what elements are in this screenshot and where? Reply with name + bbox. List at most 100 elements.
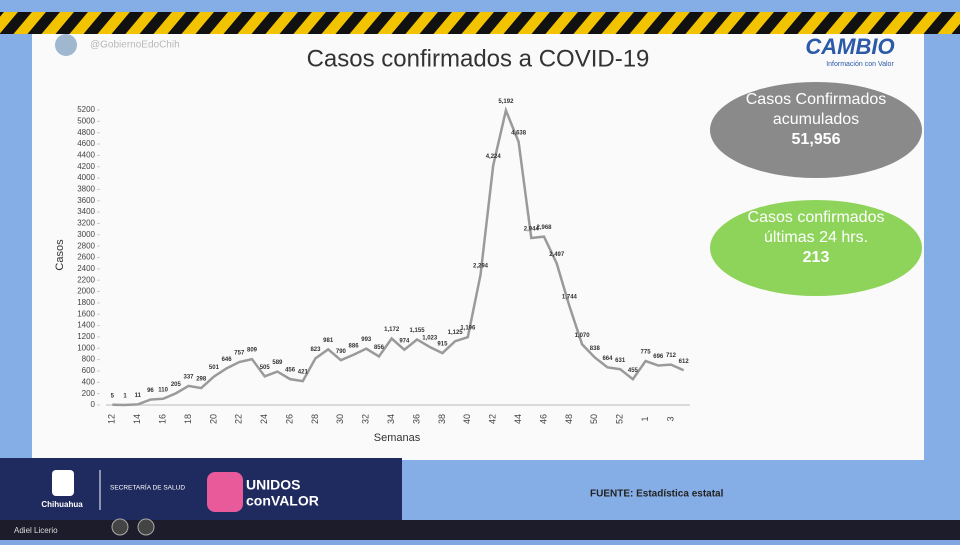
value-label: 337 [184, 374, 195, 380]
value-label: 856 [374, 345, 385, 351]
value-label: 915 [437, 342, 448, 348]
value-label: 4,224 [486, 154, 502, 160]
daily-box-text: Casos confirmados últimas 24 hrs. 213 [747, 209, 885, 266]
total-label: Casos Confirmados acumulados [745, 91, 887, 128]
x-tick-label: 36 [411, 414, 421, 424]
value-label: 1,155 [410, 328, 426, 334]
x-tick-label: 3 [665, 416, 675, 421]
value-label: 501 [209, 365, 220, 371]
y-tick-label: 600 [82, 366, 96, 375]
value-label: 2,944 [524, 227, 540, 233]
x-tick-label: 46 [538, 414, 548, 424]
y-tick-label: 1000 [77, 343, 95, 352]
y-tick-label: 1600 [77, 309, 95, 318]
y-tick-label: 1200 [77, 332, 95, 341]
value-label: 96 [147, 388, 154, 394]
participant: Adiel Licerio [14, 526, 58, 535]
y-tick-label: 2000 [77, 287, 95, 296]
value-label: 1,744 [562, 295, 578, 301]
value-label: 993 [361, 337, 372, 343]
value-label: 421 [298, 370, 309, 376]
daily-value: 213 [802, 249, 830, 266]
y-tick-label: 3800 [77, 185, 95, 194]
value-label: 205 [171, 382, 182, 388]
x-tick-label: 32 [361, 414, 371, 424]
x-tick-label: 26 [284, 414, 294, 424]
x-axis-label: Semanas [374, 432, 421, 444]
value-label: 646 [222, 357, 233, 363]
handle: @GobiernoEdoChih [90, 40, 180, 51]
value-label: 838 [590, 346, 601, 352]
value-label: 1,070 [575, 333, 591, 339]
value-label: 790 [336, 349, 347, 355]
value-label: 696 [653, 354, 664, 360]
value-label: 1,023 [422, 336, 438, 342]
y-tick-label: 4800 [77, 128, 95, 137]
y-tick-label: 4400 [77, 150, 95, 159]
x-tick-label: 34 [386, 414, 396, 424]
total-box-text: Casos Confirmados acumulados 51,956 [745, 91, 887, 148]
y-tick-label: 2200 [77, 275, 95, 284]
value-label: 712 [666, 353, 677, 359]
value-label: 11 [135, 393, 142, 399]
y-tick-label: 4200 [77, 162, 95, 171]
x-tick-label: 16 [158, 414, 168, 424]
x-tick-label: 30 [335, 414, 345, 424]
daily-label: Casos confirmados últimas 24 hrs. [747, 209, 885, 246]
value-label: 2,497 [549, 252, 565, 258]
hazard-stripe [0, 12, 960, 34]
logo: CAMBIO [805, 34, 894, 59]
value-label: 5 [111, 393, 115, 399]
value-label: 981 [323, 338, 334, 344]
value-label: 631 [615, 358, 626, 364]
x-tick-label: 12 [107, 414, 117, 424]
x-tick-label: 18 [183, 414, 193, 424]
daily-box [710, 200, 922, 296]
y-tick-label: 3600 [77, 196, 95, 205]
dept: SECRETARÍA DE SALUD [110, 483, 185, 492]
toolbar [0, 520, 960, 540]
value-label: 298 [196, 377, 207, 383]
chart-title: Casos confirmados a COVID-19 [307, 45, 650, 72]
logo-tag: Información con Valor [826, 61, 894, 68]
value-label: 5,192 [498, 99, 514, 105]
x-tick-label: 20 [208, 414, 218, 424]
y-tick-label: 2800 [77, 241, 95, 250]
slogan-1: UNIDOS [246, 477, 300, 493]
source: FUENTE: Estadística estatal [590, 489, 724, 500]
state-logo [52, 470, 74, 496]
x-tick-label: 28 [310, 414, 320, 424]
value-label: 823 [310, 347, 321, 353]
y-axis-label: Casos [54, 239, 66, 271]
slogan-2: conVALOR [246, 493, 319, 509]
x-tick-label: 14 [132, 414, 142, 424]
value-label: 1,172 [384, 327, 400, 333]
value-label: 2,294 [473, 263, 489, 269]
value-label: 775 [641, 350, 652, 356]
more-button[interactable] [137, 518, 155, 536]
value-label: 455 [628, 368, 639, 374]
value-label: 4,638 [511, 130, 527, 136]
y-tick-label: 0 [91, 400, 96, 409]
value-label: 757 [234, 351, 245, 357]
value-label: 1,196 [460, 326, 476, 332]
y-tick-label: 3000 [77, 230, 95, 239]
x-tick-label: 40 [462, 414, 472, 424]
x-tick-label: 24 [259, 414, 269, 424]
value-label: 505 [260, 365, 271, 371]
data-line [112, 106, 685, 407]
state-name: Chihuahua [41, 500, 83, 509]
value-label: 664 [602, 356, 613, 362]
x-tick-label: 44 [513, 414, 523, 424]
y-tick-label: 3200 [77, 219, 95, 228]
value-label: 612 [679, 359, 690, 365]
x-tick-label: 48 [564, 414, 574, 424]
zoom-button[interactable] [111, 518, 129, 536]
value-label: 456 [285, 368, 296, 374]
x-tick-label: 38 [437, 414, 447, 424]
value-label: 589 [272, 360, 283, 366]
y-tick-label: 200 [82, 389, 96, 398]
value-label: 1 [123, 394, 127, 400]
